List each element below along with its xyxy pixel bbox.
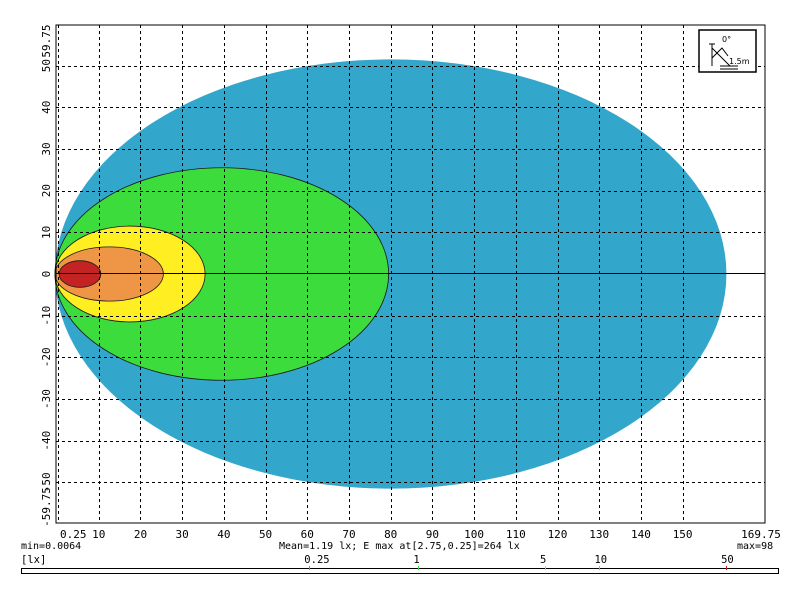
x-tick-label: 10 <box>92 528 105 541</box>
x-tick-label: 90 <box>426 528 439 541</box>
min-value: min=0.0064 <box>21 541 82 552</box>
scale-bar <box>21 568 779 574</box>
y-tick-label: 59.75 <box>40 24 53 57</box>
plot-frame <box>55 24 766 524</box>
y-tick-label: 50 <box>40 59 53 72</box>
x-tick-label: 30 <box>176 528 189 541</box>
mean-emax-summary: Mean=1.19 lx; E max at[2.75,0.25]=264 lx <box>279 541 520 552</box>
scale-mark-label: 0.25 <box>304 554 330 566</box>
x-tick-label: 20 <box>134 528 147 541</box>
scale-mark-label: 50 <box>721 554 734 566</box>
x-tick-label: 40 <box>217 528 230 541</box>
badge-height: 1.5m <box>729 57 750 66</box>
y-tick-label: 30 <box>40 142 53 155</box>
x-tick-label: 150 <box>673 528 693 541</box>
x-tick-label: 100 <box>464 528 484 541</box>
scale-mark-tick <box>599 566 600 570</box>
scale-mark-tick <box>726 566 727 570</box>
scale-mark-label: 5 <box>539 554 547 566</box>
x-tick-label: 70 <box>342 528 355 541</box>
y-tick-label: 10 <box>40 226 53 239</box>
scale-mark-label: 1 <box>413 554 420 566</box>
scale-mark-label: 10 <box>594 554 608 566</box>
y-tick-label: -50 <box>40 472 53 492</box>
badge-angle: 0° <box>722 35 731 44</box>
badge-frame <box>698 29 757 73</box>
y-tick-label: 0 <box>40 271 53 278</box>
y-tick-label: -59.75 <box>40 487 53 527</box>
y-tick-label: 20 <box>40 184 53 197</box>
y-tick-label: 40 <box>40 101 53 114</box>
x-tick-label: 130 <box>589 528 609 541</box>
scale-unit: [lx] <box>21 554 47 566</box>
luminaire-badge: 0° 1.5m <box>698 29 757 73</box>
x-tick-label: 60 <box>301 528 314 541</box>
max-value: max=98 <box>737 541 774 552</box>
luminaire-icon <box>709 43 738 70</box>
scale-mark-tick <box>309 566 310 570</box>
y-tick-label: -40 <box>40 431 53 451</box>
y-tick-label: -10 <box>40 306 53 326</box>
x-tick-label: 50 <box>259 528 272 541</box>
x-tick-label: 169.75 <box>741 528 781 541</box>
x-tick-labels: 0.25 10 20 30 40 50 60 70 80 90 100 110 120 130 140 150… <box>60 528 781 541</box>
x-tick-label: 140 <box>631 528 651 541</box>
y-tick-labels: 59.75 50 40 30 20 10 0 -10 -20 -30 -40 -50-59.75 <box>40 24 53 526</box>
x-tick-label: 0.25 <box>60 528 87 541</box>
x-tick-label: 110 <box>506 528 526 541</box>
scale-mark-tick <box>418 566 419 570</box>
scale-mark-tick <box>545 566 546 570</box>
y-tick-label: -30 <box>40 389 53 409</box>
y-tick-label: -20 <box>40 347 53 367</box>
x-tick-label: 120 <box>548 528 568 541</box>
x-tick-label: 80 <box>384 528 397 541</box>
